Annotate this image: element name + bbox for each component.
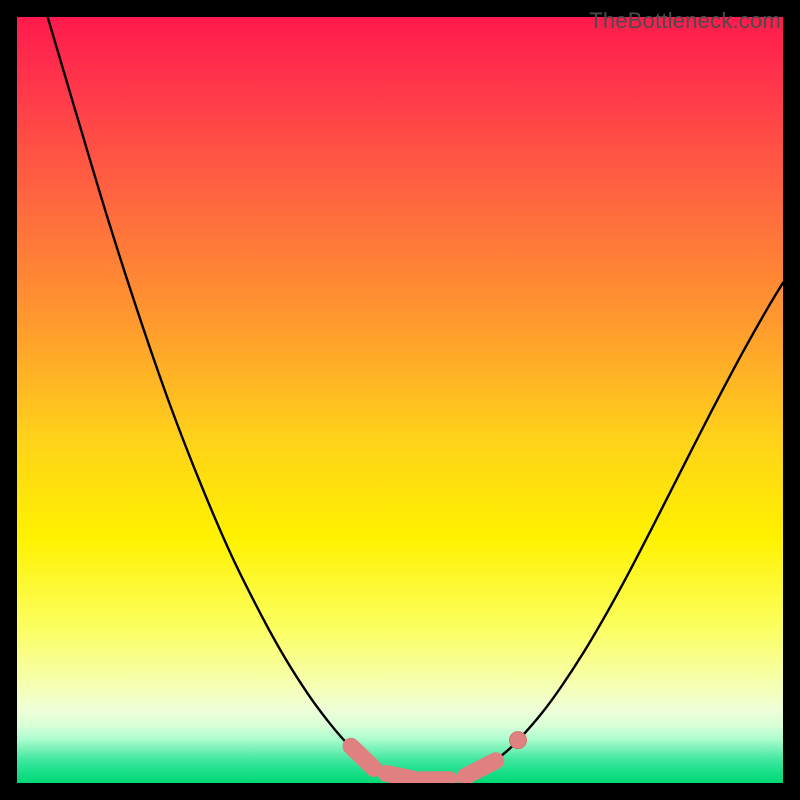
marker-capsule: [386, 773, 412, 778]
marker-dot: [509, 732, 526, 749]
watermark-text: TheBottleneck.com: [589, 8, 781, 34]
gradient-background: [17, 17, 783, 783]
plot-svg: [17, 17, 783, 783]
plot-area: [17, 17, 783, 783]
chart-frame: TheBottleneck.com: [0, 0, 800, 800]
